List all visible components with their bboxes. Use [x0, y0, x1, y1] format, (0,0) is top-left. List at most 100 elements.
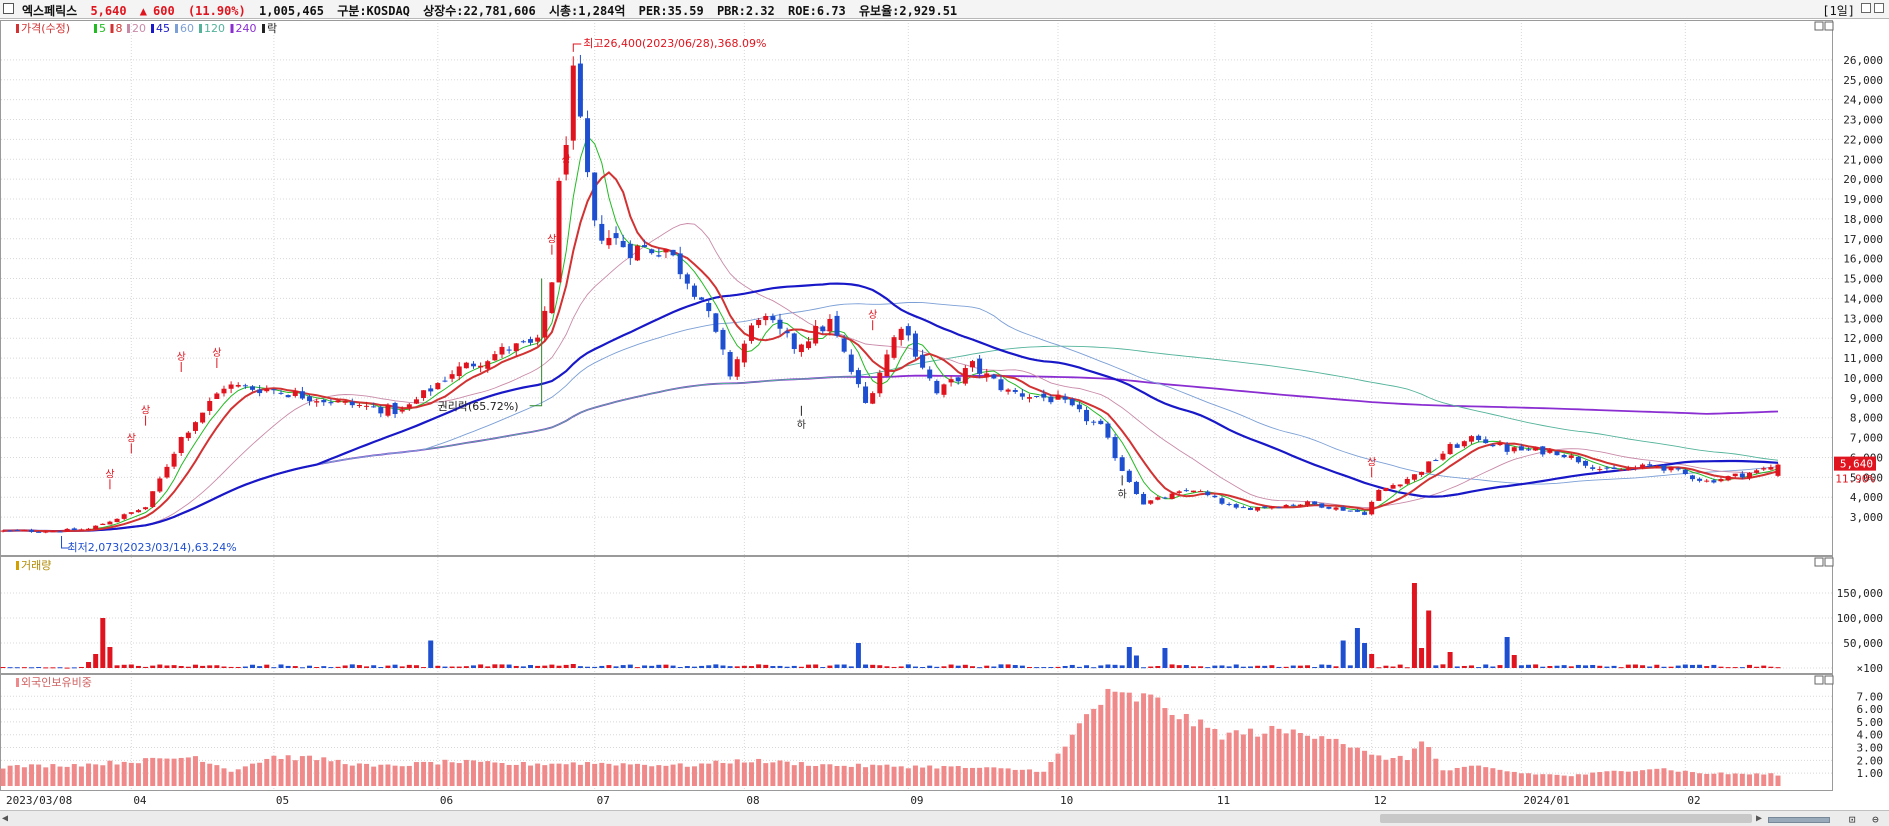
foreign-bar — [535, 763, 541, 786]
select-checkbox[interactable] — [3, 3, 14, 14]
minimize-icon[interactable] — [1861, 3, 1871, 13]
candle-body — [1098, 420, 1104, 425]
volume-bar — [848, 666, 854, 668]
foreign-bar — [620, 763, 626, 786]
candle-body — [1162, 497, 1168, 499]
zoom-slider[interactable] — [1768, 816, 1830, 823]
candle-body — [1105, 423, 1111, 438]
close-icon[interactable] — [1874, 3, 1884, 13]
candle-body — [841, 338, 847, 352]
foreign-bar — [1554, 774, 1560, 786]
foreign-bar — [663, 765, 669, 786]
volume-bar — [1575, 664, 1581, 668]
volume-bar — [50, 667, 56, 669]
candle-body — [1675, 468, 1681, 470]
volume-bar — [1276, 666, 1282, 668]
candle-body — [100, 523, 106, 525]
candle-body — [1618, 469, 1624, 471]
x-tick-label: 02 — [1687, 794, 1700, 807]
foreign-bar — [1761, 774, 1767, 786]
foreign-bar — [905, 768, 911, 786]
stock-chart[interactable]: 2023/03/08 04 05 06 07 08 09 10 11 12 2024/01 02 3,0… — [0, 19, 1889, 810]
volume-bar — [1362, 643, 1368, 668]
volume-bar — [834, 664, 840, 668]
candle-body — [1440, 453, 1446, 460]
legend-swatch — [199, 24, 202, 33]
volume-bar — [1340, 640, 1346, 668]
ma45-line — [3, 282, 1779, 533]
candle-body — [1226, 503, 1232, 505]
zoom-fit-icon[interactable]: ⊡ — [1848, 813, 1856, 826]
volume-bar — [1062, 665, 1068, 668]
foreign-bar — [1533, 774, 1539, 786]
volume-bar — [1347, 665, 1353, 668]
volume-bar — [1597, 665, 1603, 668]
x-tick-label: 05 — [276, 794, 289, 807]
foreign-bar — [784, 761, 790, 786]
candle-body — [948, 379, 954, 383]
candle-body — [1198, 491, 1204, 493]
rights-pointer — [529, 278, 543, 407]
foreign-bar — [150, 757, 156, 786]
scroll-thumb[interactable] — [1380, 814, 1752, 823]
foreign-bar — [1568, 776, 1574, 786]
foreign-bar — [1319, 736, 1325, 786]
volume-bar — [884, 666, 890, 668]
foreign-bar — [192, 756, 198, 786]
volume-bar — [1319, 664, 1325, 668]
volume-bar — [1084, 665, 1090, 668]
limit-down-marker: 하 — [797, 418, 806, 431]
volume-bar — [456, 666, 462, 668]
foreign-tick-label: 3.00 — [1857, 742, 1884, 755]
candle-body — [421, 390, 427, 399]
foreign-bar — [577, 764, 583, 786]
volume-bar — [599, 665, 605, 668]
period-button[interactable]: [1일] — [1822, 4, 1855, 18]
volume-bar — [1169, 664, 1175, 668]
foreign-bar — [1647, 769, 1653, 786]
candle-body — [1119, 457, 1125, 471]
scroll-left-icon[interactable]: ◀ — [2, 813, 9, 824]
volume-bar — [1675, 665, 1681, 668]
candle-body — [1640, 464, 1646, 469]
volume-bar — [1005, 664, 1011, 668]
candle-body — [1055, 394, 1061, 400]
candle-body — [371, 406, 377, 408]
foreign-bar — [748, 762, 754, 786]
foreign-bar — [0, 768, 6, 786]
scroll-right-icon[interactable]: ▶ — [1756, 813, 1763, 824]
foreign-bar — [713, 760, 719, 786]
candle-body — [228, 384, 234, 389]
candle-body — [1746, 472, 1752, 479]
foreign-bar — [285, 755, 291, 786]
candle-body — [1376, 490, 1382, 501]
volume-bar — [912, 666, 918, 668]
volume-bar — [720, 665, 726, 668]
foreign-bar — [734, 759, 740, 786]
foreign-bar — [1668, 770, 1674, 786]
volume-bar — [1511, 655, 1517, 668]
foreign-bar — [1497, 769, 1503, 786]
candle-body — [121, 514, 127, 519]
legend-swatch — [16, 24, 19, 33]
x-tick-label: 12 — [1374, 794, 1387, 807]
foreign-bar — [1148, 694, 1154, 786]
volume-bar — [406, 664, 412, 668]
zoom-out-icon[interactable]: ⊖ — [1872, 813, 1879, 826]
volume-bar — [1561, 665, 1567, 668]
foreign-bar — [100, 765, 106, 786]
legend-swatch — [127, 24, 130, 33]
foreign-bar — [506, 764, 512, 786]
foreign-bar — [1440, 770, 1446, 786]
volume-bar — [1212, 665, 1218, 668]
foreign-bar — [613, 765, 619, 786]
horizontal-scrollbar[interactable]: ◀ ▶ ⊡ ⊖ ⊕ ⊙ — [0, 810, 1889, 826]
candle-body — [620, 240, 626, 248]
foreign-bar — [1390, 758, 1396, 786]
candle-body — [499, 346, 505, 355]
candle-body — [328, 402, 334, 404]
volume-bar — [1568, 666, 1574, 668]
volume-bar — [57, 667, 63, 669]
volume-bar — [1183, 664, 1189, 668]
volume-bar — [1326, 664, 1332, 668]
